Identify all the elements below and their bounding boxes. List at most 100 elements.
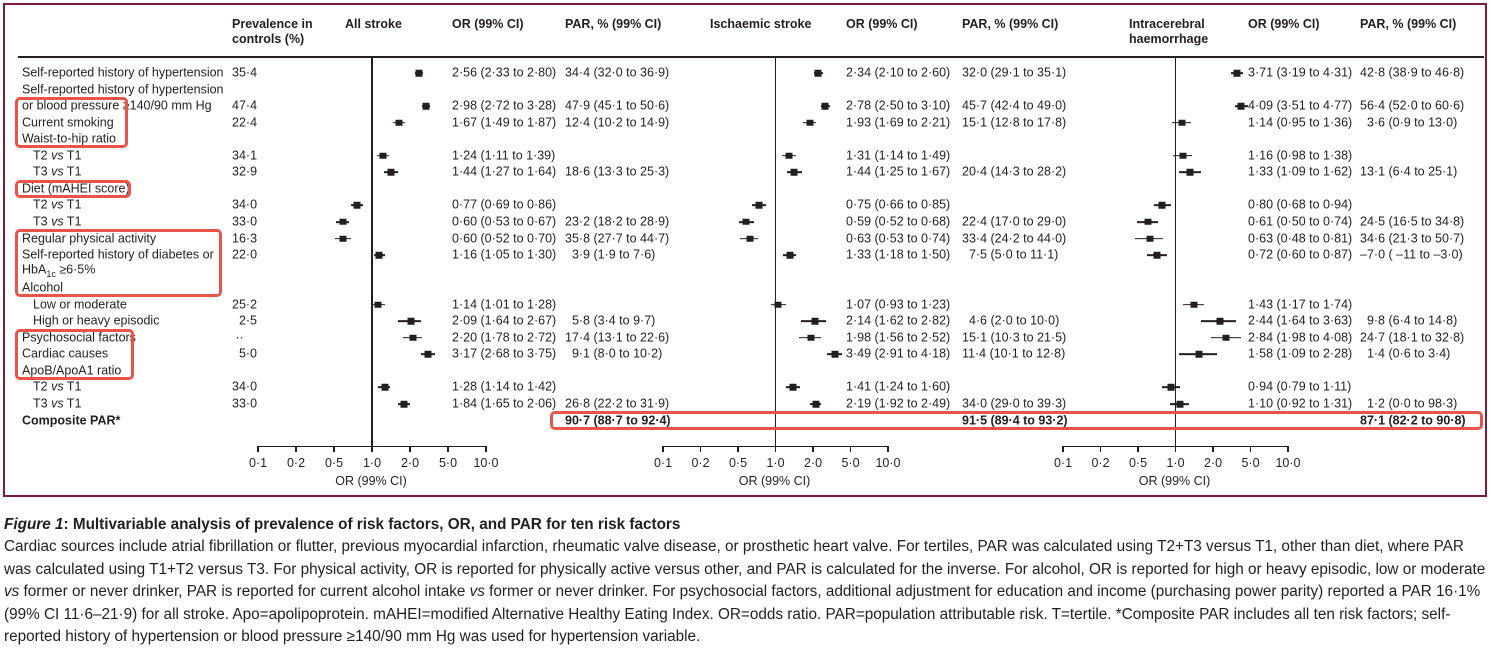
axis-tick-label: 5·0: [1241, 455, 1260, 470]
axis-tick: [409, 445, 411, 452]
row-label: T3 vs T1: [33, 396, 82, 411]
or-value: 0·60 (0·53 to 0·67): [452, 214, 557, 229]
forest-marker: [375, 251, 383, 259]
axis-tick-label: 5·0: [438, 455, 458, 470]
forest-marker: [814, 69, 822, 77]
row-label: T2 vs T1: [33, 197, 82, 212]
axis-tick: [774, 445, 776, 452]
row-label: T2 vs T1: [33, 379, 82, 394]
forest-marker: [1195, 351, 1203, 358]
par-value: 17·4 (13·1 to 22·6): [565, 330, 670, 345]
axis-tick-label: 0·1: [248, 455, 268, 470]
par-value: 47·9 (45·1 to 50·6): [565, 98, 670, 113]
forest-marker: [1158, 202, 1166, 209]
forest-marker: [400, 400, 408, 408]
par-value: 91·5 (89·4 to 93·2): [962, 413, 1068, 428]
axis-title: OR (99% CI): [335, 473, 407, 488]
forest-marker: [821, 102, 829, 110]
header-par-ischaemic-stroke: PAR, % (99% CI): [962, 17, 1059, 31]
forest-marker: [1186, 169, 1194, 176]
forest-marker: [831, 351, 839, 358]
or-value: 1·98 (1·56 to 2·52): [846, 330, 951, 345]
axis-tick-label: 0·2: [286, 455, 306, 470]
prevalence-value: 33·0: [232, 396, 258, 411]
or-value: 4·09 (3·51 to 4·77): [1248, 98, 1353, 113]
highlight-composite-par: [550, 411, 1483, 430]
prevalence-value: 34·0: [232, 197, 258, 212]
prevalence-value: ··: [232, 330, 244, 345]
highlight-diet: [15, 179, 131, 199]
axis-tick-label: 5·0: [841, 455, 860, 470]
prevalence-value: 34·0: [232, 379, 258, 394]
or-value: 2·14 (1·62 to 2·82): [846, 313, 951, 328]
or-value: 2·78 (2·50 to 3·10): [846, 98, 951, 113]
par-value: 35·8 (27·7 to 44·7): [565, 231, 670, 245]
par-value: 3·6 (0·9 to 13·0): [1360, 115, 1458, 130]
row-label: Current smoking: [22, 115, 114, 130]
axis-tick-label: 0·2: [1091, 455, 1110, 470]
axis-tick: [257, 445, 259, 452]
or-value: 2·20 (1·78 to 2·72): [452, 330, 557, 345]
axis-tick-label: 0·1: [1053, 455, 1073, 470]
axis-tick: [1137, 445, 1139, 452]
prevalence-value: 33·0: [232, 214, 258, 229]
axis-tick-label: 2·0: [803, 455, 823, 470]
axis-tick: [295, 445, 297, 452]
forest-marker: [1176, 400, 1184, 408]
axis-tick-label: 10·0: [875, 455, 901, 470]
or-value: 2·44 (1·64 to 3·63): [1248, 313, 1353, 328]
or-value: 2·98 (2·72 to 3·28): [452, 98, 557, 113]
row-label: or blood pressure ≥140/90 mm Hg: [22, 98, 212, 113]
null-effect-line: [1174, 58, 1176, 447]
par-value: 87·1 (82·2 to 90·8): [1360, 413, 1466, 428]
or-value: 0·77 (0·69 to 0·86): [452, 197, 557, 212]
par-value: 12·4 (10·2 to 14·9): [565, 115, 670, 130]
forest-marker: [1179, 152, 1187, 159]
axis-tick: [1174, 445, 1176, 452]
or-value: 2·56 (2·33 to 2·80): [452, 65, 557, 80]
forest-marker: [786, 251, 794, 259]
axis-tick-label: 1·0: [362, 455, 382, 470]
forest-marker: [339, 218, 347, 226]
forest-marker: [1153, 251, 1161, 259]
or-value: 0·60 (0·52 to 0·70): [452, 231, 557, 245]
row-label: T2 vs T1: [33, 148, 82, 163]
axis-tick-label: 10·0: [1275, 455, 1301, 470]
figure-caption: Figure 1: Multivariable analysis of prev…: [4, 514, 1488, 648]
par-value: 9·8 (6·4 to 14·8): [1360, 313, 1458, 328]
par-value: 56·4 (52·0 to 60·6): [1360, 98, 1465, 113]
or-value: 0·75 (0·66 to 0·85): [846, 197, 951, 212]
header-panel-all-stroke: All stroke: [345, 17, 402, 31]
prevalence-value: 35·4: [232, 65, 258, 80]
prevalence-value: 47·4: [232, 98, 258, 113]
par-value: 7·5 (5·0 to 11·1): [962, 247, 1059, 262]
or-value: 1·44 (1·25 to 1·67): [846, 164, 951, 179]
axis-tick-label: 1·0: [766, 455, 785, 470]
or-value: 3·71 (3·19 to 4·31): [1248, 65, 1353, 80]
caption-title-line: Figure 1: Multivariable analysis of prev…: [4, 514, 1488, 536]
or-value: 1·14 (0·95 to 1·36): [1248, 115, 1353, 130]
par-value: 90·7 (88·7 to 92·4): [565, 413, 671, 428]
forest-marker: [1233, 69, 1241, 77]
row-label: ApoB/ApoA1 ratio: [22, 363, 122, 378]
figure-label: Figure 1: [4, 516, 64, 533]
forest-marker: [339, 235, 347, 242]
forest-marker: [806, 119, 814, 126]
par-value: 9·1 (8·0 to 10·2): [565, 346, 663, 361]
axis-tick: [812, 445, 814, 452]
axis-tick-label: 2·0: [1203, 455, 1223, 470]
or-value: 1·44 (1·27 to 1·64): [452, 164, 557, 179]
axis-tick: [1062, 445, 1064, 452]
or-value: 1·41 (1·24 to 1·60): [846, 379, 951, 394]
or-value: 1·28 (1·14 to 1·42): [452, 379, 557, 394]
forest-marker: [1167, 384, 1175, 391]
prevalence-value: 22·4: [232, 115, 258, 130]
forest-marker: [774, 301, 782, 308]
null-effect-line: [774, 58, 776, 447]
or-value: 2·84 (1·98 to 4·08): [1248, 330, 1353, 345]
forest-marker: [422, 102, 430, 110]
row-label: Composite PAR*: [22, 413, 121, 428]
par-value: 34·0 (29·0 to 39·3): [962, 396, 1067, 411]
axis-tick: [485, 445, 487, 452]
axis-tick: [1099, 445, 1101, 452]
